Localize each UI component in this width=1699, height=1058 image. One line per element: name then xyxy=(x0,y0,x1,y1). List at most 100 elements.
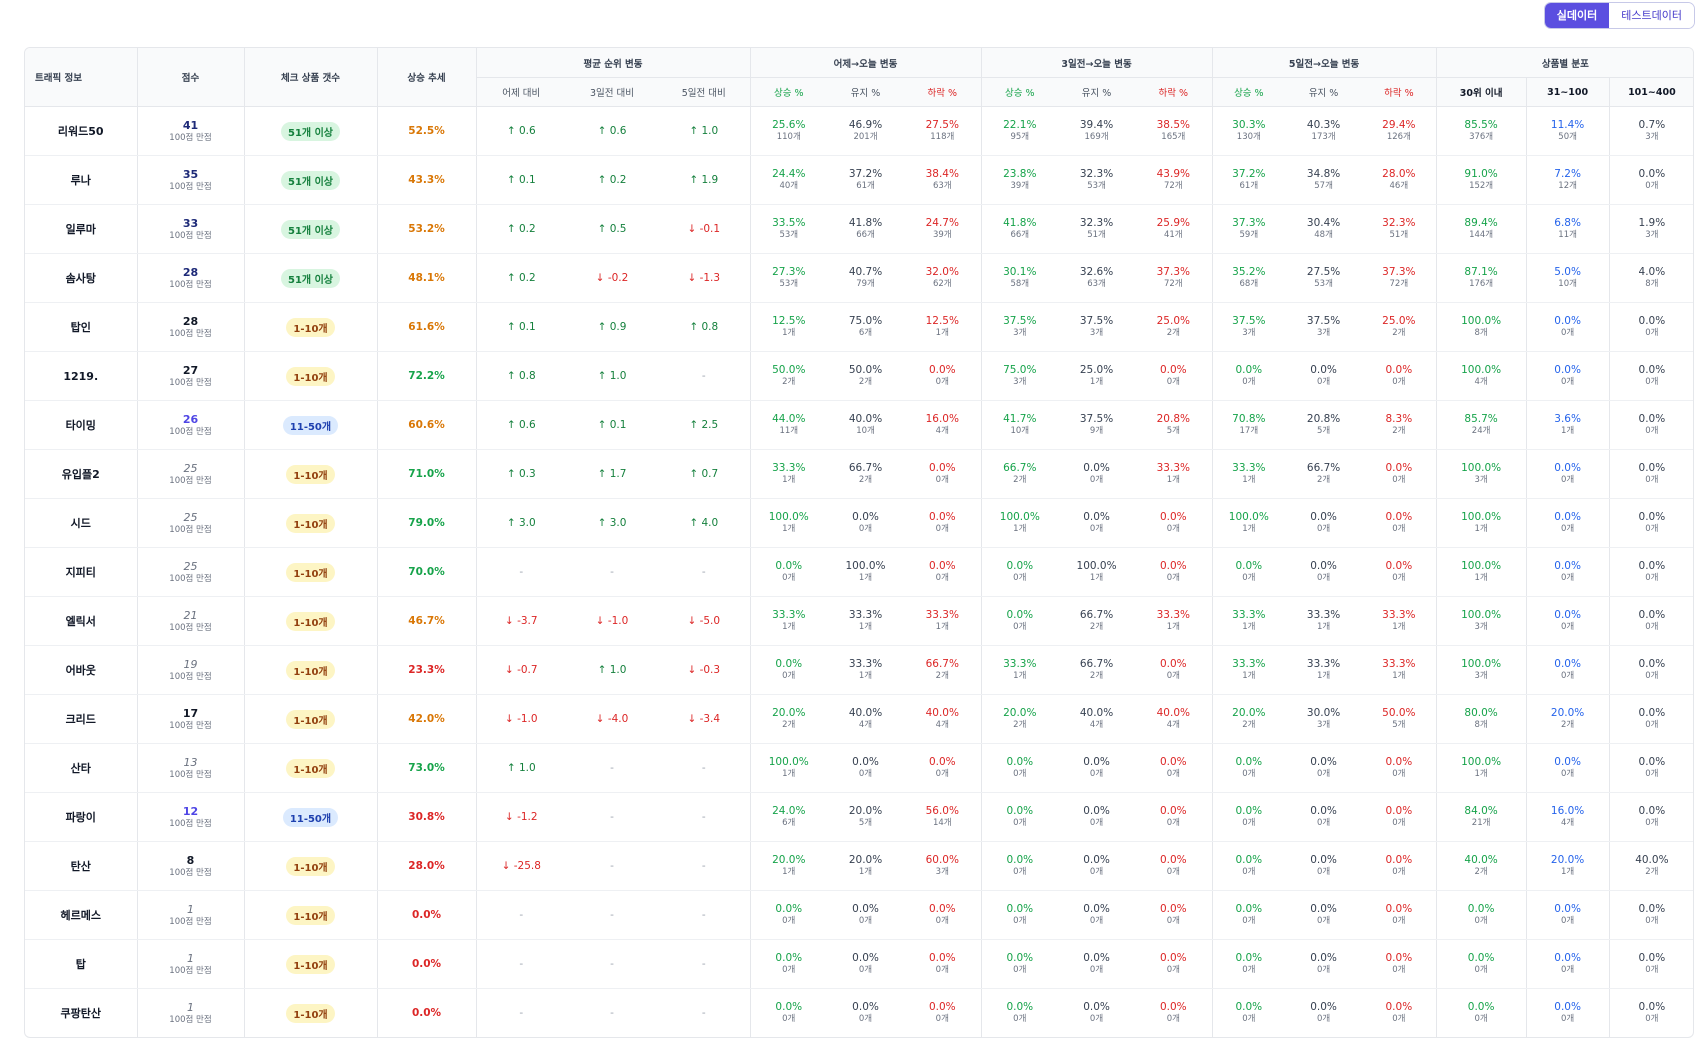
score-cell: 1 100점 만점 xyxy=(136,988,244,1037)
dist-101-400-cell: 0.0% 0개 xyxy=(1608,988,1693,1037)
change-yesterday-down-cell: 40.0% 4개 xyxy=(904,694,982,744)
change-yesterday-up-cell: 0.0% 0개 xyxy=(749,547,828,597)
dist-percent: 0.0% xyxy=(1638,1001,1666,1013)
dist-percent: 0.0% xyxy=(1554,364,1581,376)
avg-rank-cell: - xyxy=(658,890,751,940)
change-percent: 0.0% xyxy=(1159,903,1187,915)
arrow-down-icon: ↓ xyxy=(595,713,608,725)
test-data-button[interactable]: 테스트데이터 xyxy=(1609,3,1694,28)
table-row[interactable]: 크리드 17 100점 만점 1-10개 42.0% ↓ -1.0 ↓ -4.0 ↓ -3.4… xyxy=(25,694,1693,744)
dist-percent: 100.0% xyxy=(1461,462,1502,474)
change-count: 0개 xyxy=(1392,377,1406,387)
change-percent: 20.0% xyxy=(772,854,806,866)
change-percent: 20.0% xyxy=(848,854,883,866)
change-percent: 37.2% xyxy=(848,168,883,180)
change-percent: 0.0% xyxy=(1159,364,1187,376)
change-5days-keep-cell: 30.0% 3개 xyxy=(1285,694,1363,744)
dist-101-400-cell: 0.0% 0개 xyxy=(1608,743,1693,793)
table-row[interactable]: 유입플2 25 100점 만점 1-10개 71.0% ↑ 0.3 ↑ 1.7 ↑ 0.7 33… xyxy=(25,449,1693,499)
change-percent: 0.0% xyxy=(1006,903,1034,915)
dist-count: 176개 xyxy=(1469,279,1494,289)
score-value: 28 xyxy=(182,314,199,328)
table-row[interactable]: 1219. 27 100점 만점 1-10개 72.2% ↑ 0.8 ↑ 1.0-50.0%… xyxy=(25,351,1693,401)
table-row[interactable]: 헤르메스 1 100점 만점 1-10개 0.0% - - -0.0% 0개 0.0% 0개 0.0%… xyxy=(25,890,1693,940)
change-count: 1개 xyxy=(858,867,873,877)
header-dist-31-100: 31~100 xyxy=(1525,77,1610,107)
score-cell: 25 100점 만점 xyxy=(136,449,244,499)
dist-percent: 11.4% xyxy=(1550,119,1585,131)
check-count-cell: 1-10개 xyxy=(243,351,377,401)
table-row[interactable]: 탑 1 100점 만점 1-10개 0.0% - - -0.0% 0개 0.0% 0개 0.0% 0개 0… xyxy=(25,939,1693,989)
change-percent: 0.0% xyxy=(1083,756,1110,768)
change-count: 1개 xyxy=(782,524,796,534)
avg-rank-cell: ↑ 2.5 xyxy=(658,400,751,450)
table-row[interactable]: 어바웃 19 100점 만점 1-10개 23.3% ↓ -0.7 ↑ 1.0 ↓ -0.3 0… xyxy=(25,645,1693,695)
rank-change-value: -3.4 xyxy=(699,713,721,725)
change-count: 118개 xyxy=(930,132,955,142)
change-count: 0개 xyxy=(1242,377,1256,387)
arrow-up-icon: ↑ xyxy=(597,370,610,382)
table-row[interactable]: 타이밍 26 100점 만점 11-50개 60.6% ↑ 0.6 ↑ 0.1 ↑ 2.5 44… xyxy=(25,400,1693,450)
traffic-name: 1219. xyxy=(25,351,137,401)
check-count-cell: 51개 이상 xyxy=(243,204,377,254)
dist-101-400-cell: 0.0% 0개 xyxy=(1608,645,1693,695)
table-row[interactable]: 시드 25 100점 만점 1-10개 79.0% ↑ 3.0 ↑ 3.0 ↑ 4.0 100.… xyxy=(25,498,1693,548)
arrow-up-icon: ↑ xyxy=(689,321,702,333)
change-count: 1개 xyxy=(782,328,796,338)
table-row[interactable]: 지피티 25 100점 만점 1-10개 70.0% - - -0.0% 0개 100.0% 1개 0… xyxy=(25,547,1693,597)
dist-count: 0개 xyxy=(1645,720,1659,730)
change-count: 3개 xyxy=(1089,328,1104,338)
real-data-button[interactable]: 실데이터 xyxy=(1544,3,1610,28)
avg-rank-cell: ↓ -3.4 xyxy=(658,694,751,744)
header-y-keep: 유지 % xyxy=(827,77,905,107)
change-percent: 25.0% xyxy=(1382,315,1416,327)
change-yesterday-keep-cell: 33.3% 1개 xyxy=(827,645,905,695)
table-row[interactable]: 탑인 28 100점 만점 1-10개 61.6% ↑ 0.1 ↑ 0.9 ↑ 0.8 12.5… xyxy=(25,302,1693,352)
change-5days-keep-cell: 27.5% 53개 xyxy=(1285,253,1363,303)
change-count: 1개 xyxy=(1392,622,1406,632)
score-value: 26 xyxy=(182,412,199,426)
trend-value: 73.0% xyxy=(408,762,445,774)
table-row[interactable]: 리워드50 41 100점 만점 51개 이상 52.5% ↑ 0.6 ↑ 0.6 ↑ 1.0… xyxy=(25,106,1693,156)
dist-percent: 0.0% xyxy=(1467,1001,1495,1013)
change-count: 2개 xyxy=(935,671,949,681)
dist-count: 3개 xyxy=(1645,230,1659,240)
header-score: 점수 xyxy=(136,48,244,107)
dist-percent: 87.1% xyxy=(1464,266,1498,278)
avg-rank-cell: ↑ 1.7 xyxy=(566,449,658,499)
change-count: 3개 xyxy=(1242,328,1256,338)
avg-rank-cell: - xyxy=(658,743,751,793)
change-yesterday-up-cell: 12.5% 1개 xyxy=(749,302,828,352)
table-row[interactable]: 쿠팡탄산 1 100점 만점 1-10개 0.0% - - -0.0% 0개 0.0% 0개 0.0%… xyxy=(25,988,1693,1037)
change-percent: 12.5% xyxy=(772,315,806,327)
change-percent: 25.9% xyxy=(1156,217,1190,229)
table-row[interactable]: 엘릭서 21 100점 만점 1-10개 46.7% ↓ -3.7 ↓ -1.0 ↓ -5.0… xyxy=(25,596,1693,646)
change-3days-keep-cell: 0.0% 0개 xyxy=(1058,939,1136,989)
dist-percent: 20.0% xyxy=(1550,707,1585,719)
check-count-badge: 1-10개 xyxy=(286,562,335,582)
dist-percent: 0.7% xyxy=(1638,119,1666,131)
change-3days-up-cell: 20.0% 2개 xyxy=(980,694,1059,744)
traffic-name: 탄산 xyxy=(25,841,137,891)
table-row[interactable]: 일루마 33 100점 만점 51개 이상 53.2% ↑ 0.2 ↑ 0.5 ↓ -0.1 3… xyxy=(25,204,1693,254)
change-count: 10개 xyxy=(1010,426,1030,436)
dist-count: 11개 xyxy=(1558,230,1577,240)
rank-change-value: - xyxy=(701,860,706,872)
rank-change-value: - xyxy=(610,811,614,823)
change-count: 1개 xyxy=(858,671,873,681)
dist-count: 1개 xyxy=(1474,769,1488,779)
table-row[interactable]: 루나 35 100점 만점 51개 이상 43.3% ↑ 0.1 ↑ 0.2 ↑ 1.9 24.… xyxy=(25,155,1693,205)
dist-count: 0개 xyxy=(1645,377,1659,387)
dist-count: 0개 xyxy=(1474,965,1488,975)
change-percent: 0.0% xyxy=(928,364,956,376)
change-percent: 50.0% xyxy=(848,364,883,376)
table-row[interactable]: 산타 13 100점 만점 1-10개 73.0% ↑ 1.0- -100.0% 1개 0.0%… xyxy=(25,743,1693,793)
table-row[interactable]: 파랑이 12 100점 만점 11-50개 30.8% ↓ -1.2- -24.0% 6개 20… xyxy=(25,792,1693,842)
change-percent: 40.0% xyxy=(848,707,883,719)
traffic-name: 크리드 xyxy=(25,694,137,744)
change-percent: 75.0% xyxy=(1003,364,1037,376)
dist-count: 0개 xyxy=(1645,916,1659,926)
score-value: 27 xyxy=(182,363,199,377)
table-row[interactable]: 솜사탕 28 100점 만점 51개 이상 48.1% ↑ 0.2 ↓ -0.2 ↓ -1.3… xyxy=(25,253,1693,303)
table-row[interactable]: 탄산 8 100점 만점 1-10개 28.0% ↓ -25.8- -20.0% 1개 20.0… xyxy=(25,841,1693,891)
